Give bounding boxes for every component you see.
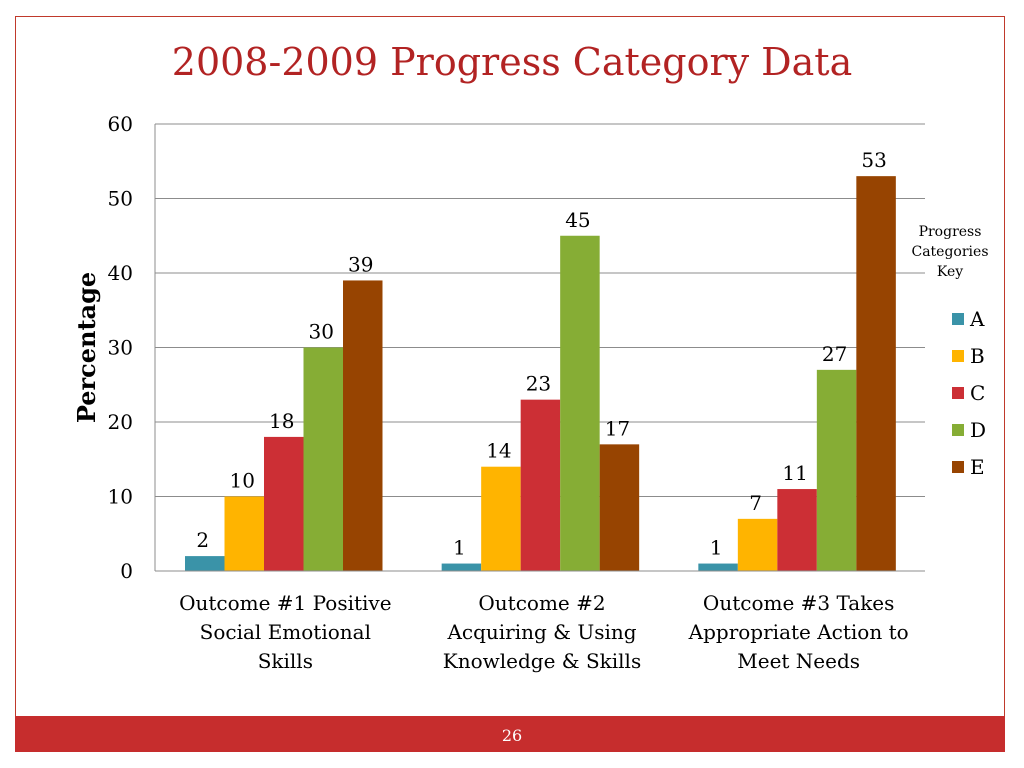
legend-swatch — [952, 387, 964, 399]
data-label: 2 — [196, 528, 209, 552]
bar — [698, 563, 738, 571]
legend-entry: C — [970, 381, 985, 405]
bar — [777, 489, 817, 571]
data-label: 18 — [269, 409, 294, 433]
bar — [185, 556, 225, 571]
footer-bar — [15, 716, 1005, 752]
x-tick-label: Acquiring & Using — [446, 620, 636, 644]
bar — [816, 369, 857, 571]
y-tick-label: 60 — [108, 112, 133, 136]
bar-layer — [185, 176, 896, 571]
bar — [856, 176, 896, 571]
page-number: 26 — [501, 726, 523, 745]
legend-title: Categories — [912, 244, 989, 260]
data-label: 7 — [749, 491, 762, 515]
bar — [264, 436, 304, 571]
y-tick-label: 20 — [108, 410, 133, 434]
legend-swatch — [952, 350, 964, 362]
legend-title: Progress — [919, 224, 982, 240]
data-label: 53 — [861, 148, 886, 172]
y-tick-label: 10 — [108, 485, 133, 509]
x-tick-label: Outcome #1 Positive — [179, 591, 391, 615]
legend-swatch — [952, 424, 964, 436]
bar — [303, 347, 343, 571]
x-tick-label: Meet Needs — [737, 649, 860, 673]
legend-title: Key — [937, 264, 963, 280]
x-tick-label: Social Emotional — [200, 620, 371, 644]
bar — [481, 466, 521, 571]
data-label: 23 — [526, 372, 551, 396]
bar — [560, 235, 600, 571]
bar — [520, 399, 561, 571]
axis-layer: 0 10 20 30 40 50 60 Percentage Outcome #1 Positi… — [72, 112, 925, 673]
data-label: 10 — [230, 469, 255, 493]
data-label: 1 — [710, 536, 723, 560]
data-label: 39 — [348, 252, 373, 276]
y-tick-label: 30 — [108, 336, 133, 360]
legend-swatch — [952, 461, 964, 473]
legend-entry: E — [970, 455, 985, 479]
data-label: 1 — [453, 536, 466, 560]
legend-swatch — [952, 313, 964, 325]
y-tick-label: 50 — [108, 187, 133, 211]
y-tick-label: 40 — [108, 261, 133, 285]
legend-entry: D — [970, 418, 986, 442]
legend-entry: A — [969, 307, 985, 331]
bar — [343, 280, 383, 571]
x-tick-label: Knowledge & Skills — [443, 649, 641, 673]
x-tick-label: Outcome #2 — [478, 591, 605, 615]
slide-title: 2008-2009 Progress Category Data — [171, 40, 853, 84]
data-label: 11 — [782, 461, 807, 485]
y-tick-label: 0 — [120, 559, 133, 583]
data-label: 30 — [309, 320, 334, 344]
data-label: 17 — [605, 416, 630, 440]
bar — [441, 563, 482, 571]
bar — [224, 496, 264, 571]
legend-entry: B — [970, 344, 985, 368]
data-label: 27 — [822, 342, 847, 366]
bar — [737, 518, 778, 571]
data-label: 14 — [486, 439, 511, 463]
bar — [599, 444, 640, 571]
x-tick-label: Appropriate Action to — [688, 620, 909, 644]
x-tick-label: Outcome #3 Takes — [703, 591, 894, 615]
y-axis-label: Percentage — [72, 272, 101, 423]
slide-frame — [15, 16, 1005, 752]
x-tick-label: Skills — [258, 649, 313, 673]
data-label: 45 — [565, 208, 590, 232]
